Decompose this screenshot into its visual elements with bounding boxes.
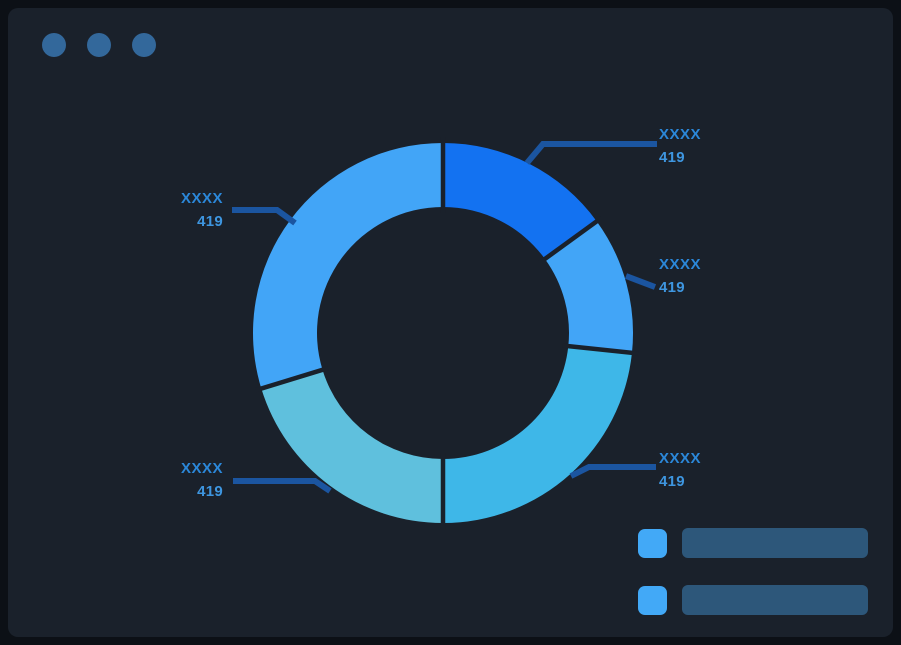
legend-swatch-icon bbox=[638, 528, 667, 558]
segment-label: XXXX bbox=[659, 256, 702, 273]
window-dot-icon[interactable] bbox=[87, 33, 111, 57]
segment-label: XXXX bbox=[180, 190, 223, 207]
callout-line-1 bbox=[524, 141, 657, 165]
callout-label-3: XXXX 419 bbox=[659, 451, 701, 490]
legend-item[interactable] bbox=[638, 585, 868, 615]
callout-line-3 bbox=[569, 464, 656, 479]
callout-label-5: XXXX 419 bbox=[181, 191, 223, 230]
donut-segment-1 bbox=[443, 143, 597, 259]
segment-label: XXXX bbox=[180, 460, 223, 477]
window-controls bbox=[42, 33, 156, 57]
segment-divider bbox=[538, 215, 603, 265]
segment-divider bbox=[562, 343, 639, 356]
segment-value: 419 bbox=[197, 483, 223, 500]
legend-swatch-icon bbox=[638, 585, 667, 615]
window-dot-icon[interactable] bbox=[42, 33, 66, 57]
legend-item[interactable] bbox=[638, 528, 868, 558]
segment-value: 419 bbox=[659, 279, 685, 296]
chart-legend bbox=[638, 528, 868, 642]
callout-label-2: XXXX 419 bbox=[659, 257, 701, 296]
callout-line-5 bbox=[232, 207, 297, 226]
callout-label-4: XXXX 419 bbox=[181, 461, 223, 500]
segment-label: XXXX bbox=[659, 450, 702, 467]
donut-segment-5 bbox=[252, 143, 443, 389]
segment-value: 419 bbox=[197, 213, 223, 230]
callout-line-4 bbox=[233, 478, 332, 494]
donut-segment-3 bbox=[443, 346, 632, 523]
segment-value: 419 bbox=[659, 473, 685, 490]
callout-line-2 bbox=[624, 273, 657, 290]
segment-label: XXXX bbox=[659, 126, 702, 143]
segment-divider bbox=[254, 365, 329, 393]
callout-label-1: XXXX 419 bbox=[659, 127, 701, 166]
donut-segment-4 bbox=[261, 369, 443, 523]
legend-label-bar bbox=[682, 528, 868, 558]
legend-label-bar bbox=[682, 585, 868, 615]
window-dot-icon[interactable] bbox=[132, 33, 156, 57]
segment-value: 419 bbox=[659, 149, 685, 166]
donut-segment-2 bbox=[544, 221, 634, 353]
